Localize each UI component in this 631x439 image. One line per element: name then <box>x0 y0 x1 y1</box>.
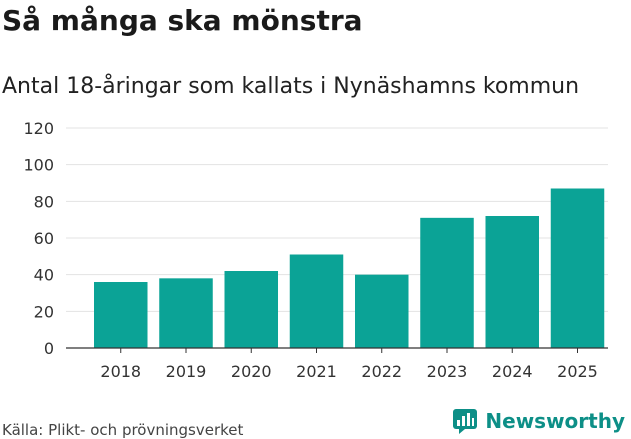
x-tick-label: 2019 <box>166 362 207 381</box>
bar-2019 <box>159 278 213 348</box>
x-tick-label: 2022 <box>361 362 402 381</box>
newsworthy-logo[interactable]: Newsworthy <box>452 406 625 436</box>
x-axis-ticks: 2018 2019 2020 2021 2022 2023 2024 2025 <box>100 348 598 381</box>
y-axis-ticks: 0 20 40 60 80 100 120 <box>23 119 54 358</box>
bar-chart-logo-icon <box>453 409 478 434</box>
x-tick-label: 2023 <box>427 362 468 381</box>
bar-2018 <box>94 282 148 348</box>
x-tick-label: 2025 <box>557 362 598 381</box>
source-note: Källa: Plikt- och prövningsverket <box>2 421 244 439</box>
x-tick-label: 2021 <box>296 362 337 381</box>
bar-2020 <box>224 271 279 348</box>
x-tick-label: 2024 <box>492 362 533 381</box>
bar-chart: 0 20 40 60 80 100 120 2018 2019 2020 2021 2022 2023… <box>23 119 608 381</box>
chart-title: Så många ska mönstra <box>2 4 363 37</box>
bar-2023 <box>420 217 474 348</box>
y-tick-label: 20 <box>34 302 54 321</box>
y-tick-label: 120 <box>23 119 54 138</box>
y-tick-label: 0 <box>44 339 54 358</box>
x-tick-label: 2018 <box>100 362 141 381</box>
y-tick-label: 60 <box>34 229 54 248</box>
bars <box>94 188 605 348</box>
bar-2022 <box>355 274 409 348</box>
x-tick-label: 2020 <box>231 362 272 381</box>
brand-name: Newsworthy <box>485 409 625 433</box>
y-tick-label: 80 <box>34 192 54 211</box>
y-tick-label: 40 <box>34 266 54 285</box>
y-tick-label: 100 <box>23 156 54 175</box>
bar-2021 <box>289 254 344 348</box>
bar-2024 <box>485 216 540 348</box>
bar-2025 <box>550 188 605 348</box>
chart-subtitle: Antal 18-åringar som kallats i Nynäshamn… <box>2 74 580 99</box>
